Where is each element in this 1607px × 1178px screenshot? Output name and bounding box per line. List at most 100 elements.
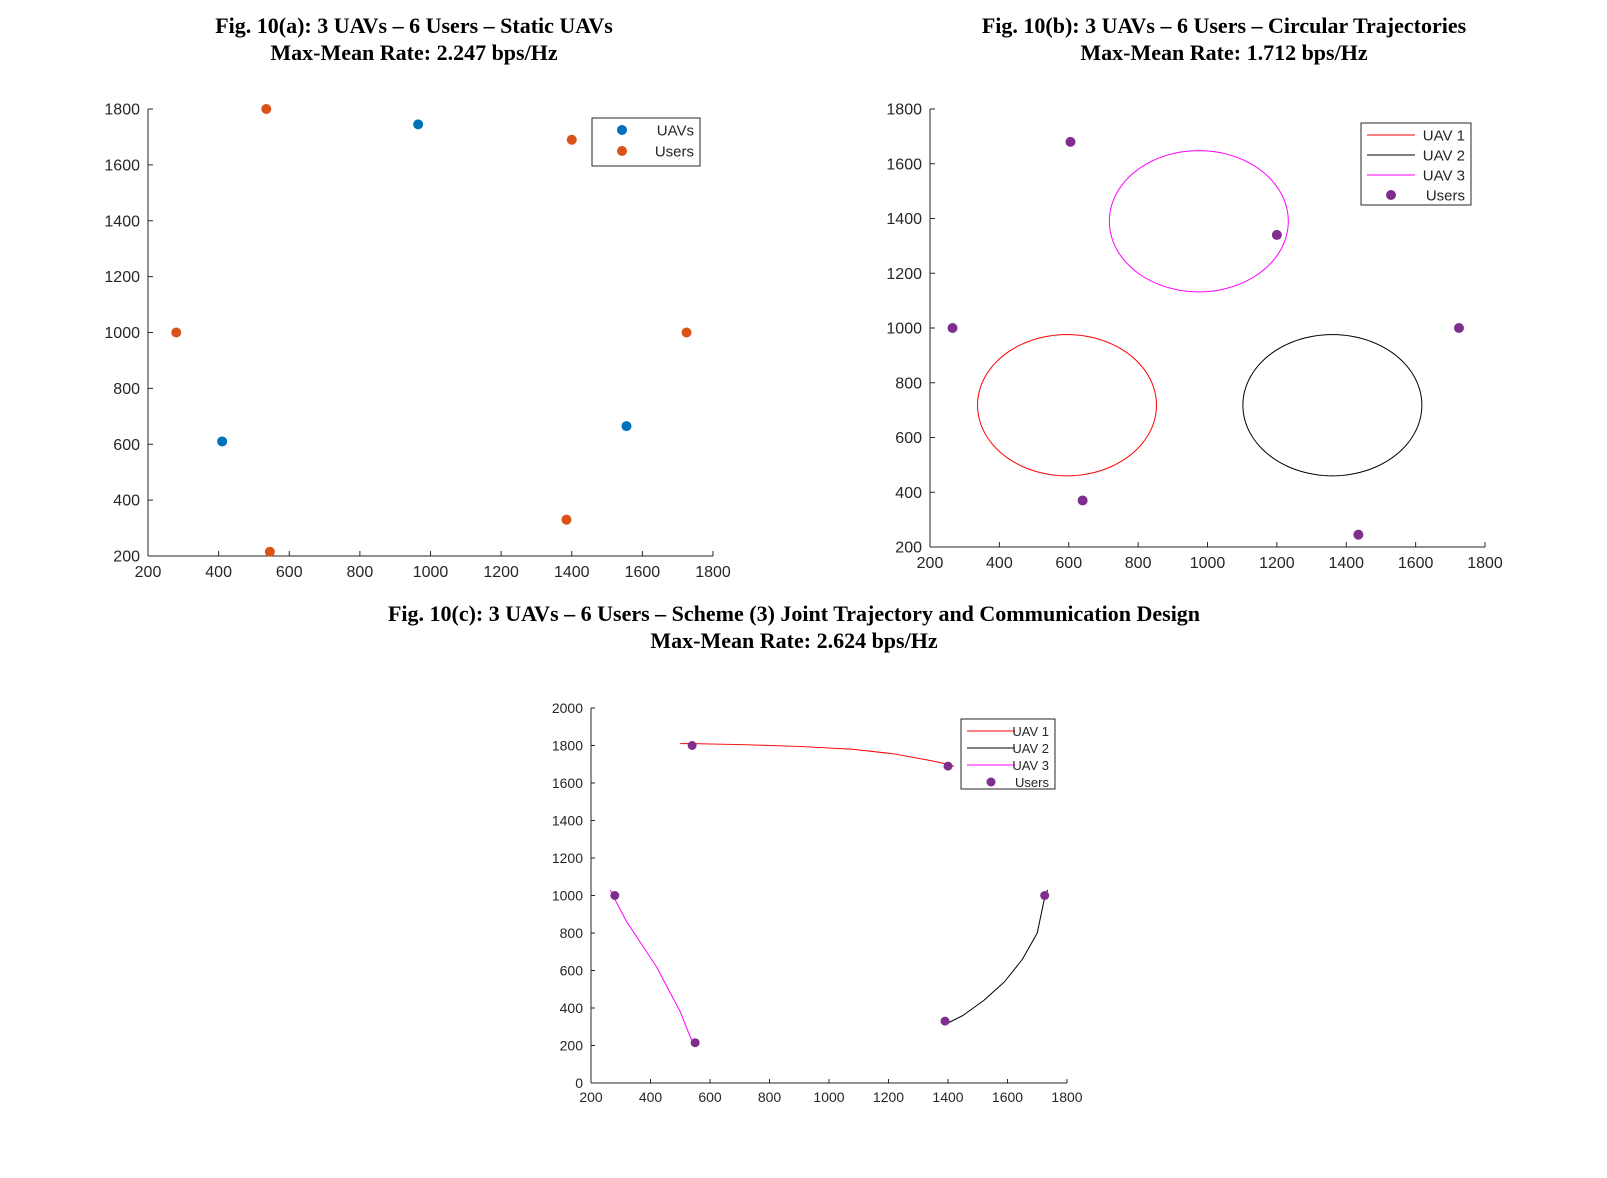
x-tick-label: 1400 (554, 564, 590, 581)
marker-point (561, 514, 572, 525)
x-tick-label: 1000 (1190, 555, 1226, 572)
legend-label: UAV 1 (1012, 724, 1049, 739)
y-tick-label: 0 (575, 1075, 583, 1091)
marker-point (690, 1038, 700, 1048)
y-tick-label: 1000 (104, 325, 140, 342)
x-tick-label: 1000 (813, 1089, 844, 1105)
fig-a-title-line1: Fig. 10(a): 3 UAVs – 6 Users – Static UA… (215, 13, 613, 38)
marker-point (621, 421, 632, 432)
chart-1: 200 400 600 800 1000 1200 1400 1600 1800 200 400 60… (886, 102, 1502, 572)
legend-label: UAVs (657, 123, 694, 140)
marker-point (171, 327, 182, 338)
x-tick-label: 200 (135, 564, 162, 581)
legend-box (591, 117, 701, 167)
x-tick-label: 1000 (413, 564, 449, 581)
x-tick-label: 200 (579, 1089, 603, 1105)
chart-0: 200 400 600 800 1000 1200 1400 1600 1800 200 400 60… (104, 102, 730, 581)
marker-point (940, 1016, 950, 1026)
y-tick-label: 600 (895, 430, 922, 447)
x-tick-label: 400 (639, 1089, 663, 1105)
y-tick-label: 400 (895, 485, 922, 502)
marker-point (681, 327, 692, 338)
y-tick-label: 800 (895, 375, 922, 392)
y-tick-label: 1000 (552, 887, 583, 903)
x-tick-label: 1200 (1259, 555, 1295, 572)
fig-c-title: Fig. 10(c): 3 UAVs – 6 Users – Scheme (3… (0, 600, 1588, 654)
legend-label: UAV 3 (1423, 168, 1465, 185)
y-tick-label: 1200 (104, 269, 140, 286)
legend-label: UAV 1 (1423, 128, 1465, 145)
y-tick-label: 1600 (886, 156, 922, 173)
marker-point (217, 436, 228, 447)
legend-label: Users (655, 144, 694, 161)
fig-b-title-line1: Fig. 10(b): 3 UAVs – 6 Users – Circular … (981, 13, 1467, 38)
fig-c-title-line2: Max-Mean Rate: 2.624 bps/Hz (650, 628, 938, 653)
fig-b-title-line2: Max-Mean Rate: 1.712 bps/Hz (1080, 40, 1368, 65)
x-tick-label: 600 (1055, 555, 1082, 572)
x-tick-label: 400 (986, 555, 1013, 572)
x-tick-label: 800 (758, 1089, 782, 1105)
x-tick-label: 600 (698, 1089, 722, 1105)
trajectory-line (1108, 150, 1289, 293)
x-tick-label: 800 (347, 564, 374, 581)
marker-point (261, 104, 272, 114)
marker-point (1353, 529, 1364, 540)
y-tick-label: 2000 (552, 700, 583, 716)
marker-point (610, 891, 620, 900)
x-tick-label: 400 (205, 564, 232, 581)
trajectory-line (977, 334, 1158, 477)
y-tick-label: 200 (895, 540, 922, 557)
y-tick-label: 800 (113, 381, 140, 398)
legend-label: Users (1426, 188, 1465, 205)
x-tick-label: 600 (276, 564, 303, 581)
x-tick-label: 800 (1125, 555, 1152, 572)
y-tick-label: 1400 (104, 213, 140, 230)
marker-point (943, 761, 953, 771)
y-tick-label: 1000 (886, 321, 922, 338)
fig-c-title-line1: Fig. 10(c): 3 UAVs – 6 Users – Scheme (3… (387, 601, 1201, 626)
chart-2: 200 400 600 800 1000 1200 1400 1600 180002004006… (552, 700, 1083, 1105)
legend-label: UAV 3 (1012, 758, 1049, 773)
marker-point (1271, 229, 1282, 240)
y-tick-label: 1200 (886, 266, 922, 283)
y-tick-label: 800 (560, 925, 584, 941)
legend-label: UAV 2 (1012, 741, 1049, 756)
fig-b-title: Fig. 10(b): 3 UAVs – 6 Users – Circular … (800, 12, 1607, 66)
trajectory-line (609, 889, 695, 1047)
y-tick-label: 600 (560, 962, 584, 978)
x-tick-label: 1400 (932, 1089, 963, 1105)
legend-marker (617, 146, 627, 156)
y-tick-label: 200 (560, 1037, 584, 1053)
marker-point (413, 119, 424, 130)
x-tick-label: 1800 (1051, 1089, 1082, 1105)
y-tick-label: 200 (113, 549, 140, 566)
x-tick-label: 200 (917, 555, 944, 572)
marker-point (687, 741, 697, 750)
trajectory-line (943, 889, 1049, 1026)
marker-point (1077, 495, 1088, 506)
x-tick-label: 1200 (483, 564, 519, 581)
y-tick-label: 1800 (552, 737, 583, 753)
trajectory-line (680, 743, 955, 767)
trajectory-line (1242, 334, 1423, 477)
legend: UAVs Users (591, 117, 701, 167)
x-tick-label: 1600 (992, 1089, 1023, 1105)
legend-marker (617, 125, 627, 135)
y-tick-label: 1800 (886, 102, 922, 119)
x-tick-label: 1800 (695, 564, 731, 581)
y-tick-label: 1400 (886, 211, 922, 228)
x-tick-label: 1200 (873, 1089, 904, 1105)
marker-point (1453, 323, 1464, 333)
fig-a-title-line2: Max-Mean Rate: 2.247 bps/Hz (270, 40, 558, 65)
y-tick-label: 1200 (552, 850, 583, 866)
y-tick-label: 1800 (104, 102, 140, 119)
y-tick-label: 1600 (552, 775, 583, 791)
y-tick-label: 1600 (104, 157, 140, 174)
marker-point (947, 323, 958, 333)
legend-marker (986, 777, 996, 787)
fig-a-title: Fig. 10(a): 3 UAVs – 6 Users – Static UA… (0, 12, 828, 66)
marker-point (566, 134, 577, 145)
marker-point (1040, 891, 1050, 900)
legend-box (1360, 122, 1472, 206)
